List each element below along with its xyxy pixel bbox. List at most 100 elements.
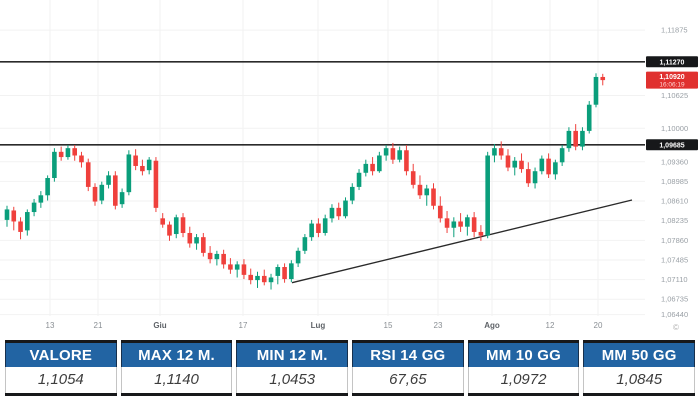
candle-body	[559, 148, 565, 163]
candle-body	[194, 237, 199, 244]
candle-body	[322, 218, 328, 233]
candle-body	[404, 150, 409, 172]
candle-body	[397, 150, 402, 160]
y-tick-label: 1,07110	[661, 275, 688, 284]
x-tick-label: Lug	[311, 321, 326, 330]
ascending-trendline[interactable]	[291, 199, 633, 284]
table-column: MIN 12 M. 1,0453	[236, 340, 349, 396]
candle-body	[214, 253, 220, 260]
level-lines[interactable]	[0, 60, 645, 146]
y-tick-label: 1,09360	[661, 157, 688, 166]
candle-body	[525, 169, 531, 184]
candle-body	[532, 171, 538, 184]
candle-body	[4, 209, 10, 220]
table-value-cell: 1,0972	[467, 367, 580, 393]
candle-body	[45, 178, 50, 196]
candle-body	[119, 192, 125, 205]
candle-body	[126, 154, 132, 193]
candle-body	[302, 237, 308, 251]
x-tick-label: 13	[46, 321, 55, 330]
candle-body	[505, 155, 511, 168]
candle-body	[228, 264, 233, 270]
candle-body	[167, 224, 172, 236]
table-column: RSI 14 GG 67,65	[352, 340, 464, 396]
y-axis-labels: 1,11875 1,10625 1,10000 1,09360 1,08985 1,086…	[661, 26, 688, 320]
y-tick-label: 1,07485	[661, 255, 688, 264]
candle-body	[79, 155, 84, 163]
candle-body	[58, 151, 64, 158]
table-value-cell: 67,65	[352, 367, 464, 393]
candle-body	[180, 217, 186, 233]
candlestick-chart[interactable]: 1,11875 1,10625 1,10000 1,09360 1,08985 1,086…	[0, 0, 700, 336]
candle-body	[478, 231, 484, 236]
candle-body	[600, 76, 606, 81]
candle-body	[289, 263, 294, 280]
table-column: VALORE 1,1054	[5, 340, 117, 396]
table-header-cell: MM 10 GG	[467, 343, 580, 367]
candle-body	[106, 175, 111, 185]
x-tick-label: 12	[546, 321, 555, 330]
candle-body	[309, 223, 314, 238]
candle-body	[363, 163, 369, 173]
candle-body	[410, 171, 416, 185]
candle-body	[458, 221, 463, 227]
table-header-cell: MAX 12 M.	[120, 343, 233, 367]
candle-body	[282, 267, 287, 280]
candle-body	[133, 155, 138, 166]
candle-body	[85, 162, 91, 187]
candle-body	[383, 148, 389, 156]
quote-summary-table: VALORE 1,1054 MAX 12 M. 1,1140 MIN 12 M. 1,04…	[5, 340, 696, 396]
candle-body	[512, 160, 518, 168]
candle-body	[18, 221, 23, 232]
candle-body	[275, 267, 281, 276]
table-header-cell: MIN 12 M.	[236, 343, 349, 367]
candle-body	[65, 148, 71, 158]
candle-body	[390, 148, 396, 160]
x-tick-label: Ago	[484, 321, 500, 330]
y-tick-label: 1,06440	[661, 310, 688, 319]
y-tick-label: 1,11875	[661, 26, 688, 35]
chart-canvas[interactable]: 1,11875 1,10625 1,10000 1,09360 1,08985 1,086…	[0, 0, 700, 336]
table-header-cell: VALORE	[5, 343, 117, 367]
candle-body	[248, 274, 254, 281]
level-price-label: 1,09685	[659, 142, 684, 149]
candle-body	[38, 195, 44, 203]
x-tick-label: Giu	[153, 321, 166, 330]
price-level-boxes: 1,11270 1,09685	[646, 56, 698, 151]
x-tick-label: 15	[384, 321, 393, 330]
y-tick-label: 1,08235	[661, 216, 688, 225]
candle-body	[295, 250, 301, 264]
candle-body	[52, 151, 57, 179]
candle-body	[539, 158, 545, 172]
y-tick-label: 1,06735	[661, 295, 688, 304]
candle-body	[336, 207, 342, 217]
candle-body	[72, 148, 77, 156]
table-header-cell: MM 50 GG	[583, 343, 696, 367]
candle-body	[356, 172, 362, 187]
y-tick-label: 1,10000	[661, 124, 688, 133]
table-column: MAX 12 M. 1,1140	[120, 340, 233, 396]
x-tick-label: 17	[239, 321, 248, 330]
y-tick-label: 1,08985	[661, 177, 688, 186]
candle-body	[424, 188, 430, 196]
x-tick-label: 21	[94, 321, 103, 330]
x-axis-labels: 13 21 Giu 17 Lug 15 23 Ago 12 20	[46, 321, 603, 330]
candle-body	[92, 186, 98, 202]
candle-body	[261, 275, 267, 283]
table-value-cell: 1,0845	[583, 367, 696, 393]
candle-body	[113, 175, 118, 206]
candle-body	[437, 205, 443, 219]
candle-body	[471, 217, 477, 232]
table-value-cell: 1,0453	[236, 367, 349, 393]
candle-body	[241, 264, 247, 275]
candle-body	[465, 217, 470, 227]
candle-body	[140, 165, 145, 172]
level-price-box	[646, 56, 698, 68]
x-tick-label: 20	[594, 321, 603, 330]
candle-body	[485, 155, 490, 236]
level-price-label: 1,11270	[660, 59, 685, 66]
candle-body	[343, 200, 348, 217]
candle-body	[234, 264, 240, 270]
